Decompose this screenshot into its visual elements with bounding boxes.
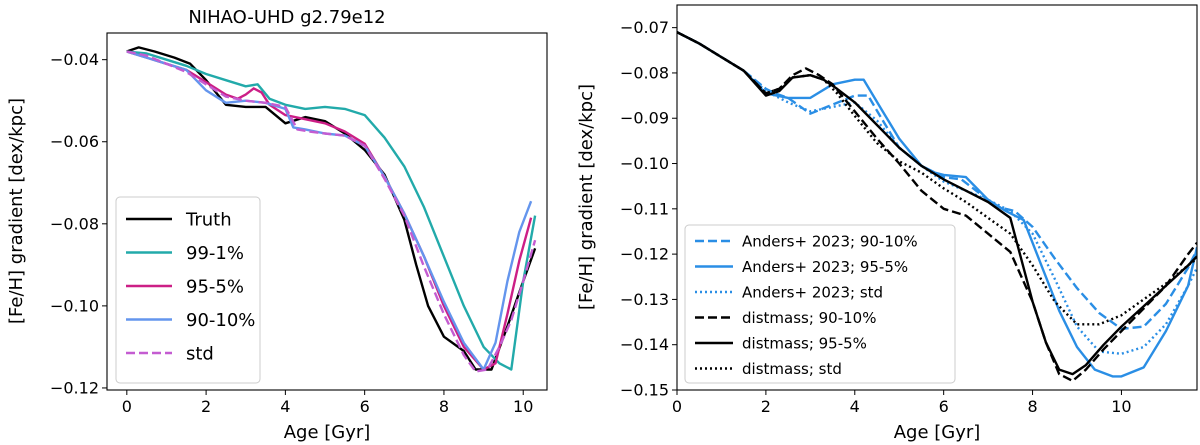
y-axis-label: [Fe/H] gradient [dex/kpc] bbox=[576, 84, 597, 310]
x-tick-label: 8 bbox=[439, 397, 449, 416]
y-tick-label: −0.15 bbox=[620, 381, 669, 400]
y-tick-label: −0.09 bbox=[620, 109, 669, 128]
x-tick-label: 0 bbox=[122, 397, 132, 416]
x-tick-label: 10 bbox=[513, 397, 533, 416]
legend-label-90-10: 90-10% bbox=[186, 310, 255, 331]
legend-box bbox=[684, 224, 956, 384]
series-line-std bbox=[126, 50, 537, 373]
series-line-90-10 bbox=[126, 50, 533, 371]
x-tick-label: 6 bbox=[939, 397, 949, 416]
y-tick-label: −0.10 bbox=[50, 296, 99, 315]
legend-box bbox=[115, 196, 261, 384]
x-tick-label: 0 bbox=[672, 397, 682, 416]
right-panel: 0 2 4 6 8 10 −0.07−0.08−0.09−0.10−0.11−0.12−0… bbox=[576, 4, 1198, 443]
series-line-distmass-95-5 bbox=[677, 31, 1197, 376]
series-line-anders-2023-95-5 bbox=[677, 31, 1197, 378]
legend-label-anders-2023-std: Anders+ 2023; std bbox=[742, 283, 883, 301]
legend: Truth 99-1% 95-5% 90-10% std bbox=[115, 196, 261, 384]
x-tick-label: 4 bbox=[850, 397, 860, 416]
y-tick-label: −0.12 bbox=[620, 245, 669, 264]
left-panel: NIHAO-UHD g2.79e12 0 2 4 6 8 10 −0.04−0.06−0.… bbox=[6, 7, 548, 443]
y-tick-label: −0.11 bbox=[620, 199, 669, 218]
series-line-99-1 bbox=[126, 50, 537, 371]
right-plot-frame bbox=[676, 4, 1198, 391]
x-tick-label: 2 bbox=[761, 397, 771, 416]
right-x-axis: 0 2 4 6 8 10 bbox=[672, 390, 1132, 416]
y-tick-label: −0.13 bbox=[620, 290, 669, 309]
y-tick-label: −0.04 bbox=[50, 50, 99, 69]
legend-label-distmass-90-10: distmass; 90-10% bbox=[742, 309, 876, 327]
series-line-distmass-90-10 bbox=[677, 31, 1197, 383]
chart-title: NIHAO-UHD g2.79e12 bbox=[188, 7, 385, 28]
x-tick-label: 4 bbox=[280, 397, 290, 416]
left-plot-frame bbox=[106, 32, 548, 391]
legend-label-anders-2023-90-10: Anders+ 2023; 90-10% bbox=[742, 232, 918, 250]
y-tick-label: −0.06 bbox=[50, 132, 99, 151]
y-tick-label: −0.12 bbox=[50, 378, 99, 397]
legend-label-95-5: 95-5% bbox=[186, 276, 244, 297]
x-tick-label: 6 bbox=[360, 397, 370, 416]
legend-label-99-1: 99-1% bbox=[186, 243, 244, 264]
legend-label-std: std bbox=[186, 343, 214, 364]
left-series-group bbox=[126, 46, 537, 373]
right-series-group bbox=[677, 31, 1197, 383]
y-tick-label: −0.08 bbox=[50, 214, 99, 233]
x-axis-label: Age [Gyr] bbox=[894, 422, 981, 443]
y-tick-label: −0.10 bbox=[620, 154, 669, 173]
x-tick-label: 2 bbox=[201, 397, 211, 416]
series-line-anders-2023-std bbox=[677, 31, 1197, 355]
legend: Anders+ 2023; 90-10% Anders+ 2023; 95-5% A… bbox=[684, 224, 956, 384]
y-tick-label: −0.14 bbox=[620, 335, 669, 354]
left-y-axis: −0.04 −0.06 −0.08 −0.10 −0.12 bbox=[50, 50, 107, 397]
y-tick-label: −0.07 bbox=[620, 18, 669, 37]
legend-label-distmass-95-5: distmass; 95-5% bbox=[742, 334, 867, 352]
legend-label-distmass-std: distmass; std bbox=[742, 360, 842, 378]
y-tick-label: −0.08 bbox=[620, 63, 669, 82]
x-tick-label: 8 bbox=[1027, 397, 1037, 416]
x-tick-label: 10 bbox=[1111, 397, 1131, 416]
legend-label-anders-2023-95-5: Anders+ 2023; 95-5% bbox=[742, 258, 908, 276]
y-axis-label: [Fe/H] gradient [dex/kpc] bbox=[6, 98, 27, 324]
right-y-axis: −0.07 −0.08 −0.09 −0.10 −0.11 −0.12 −0.13 −0.14… bbox=[620, 18, 677, 400]
legend-label-truth: Truth bbox=[185, 209, 232, 230]
series-line-truth bbox=[126, 46, 537, 371]
x-axis-label: Age [Gyr] bbox=[284, 422, 371, 443]
left-x-axis: 0 2 4 6 8 10 bbox=[122, 390, 533, 416]
